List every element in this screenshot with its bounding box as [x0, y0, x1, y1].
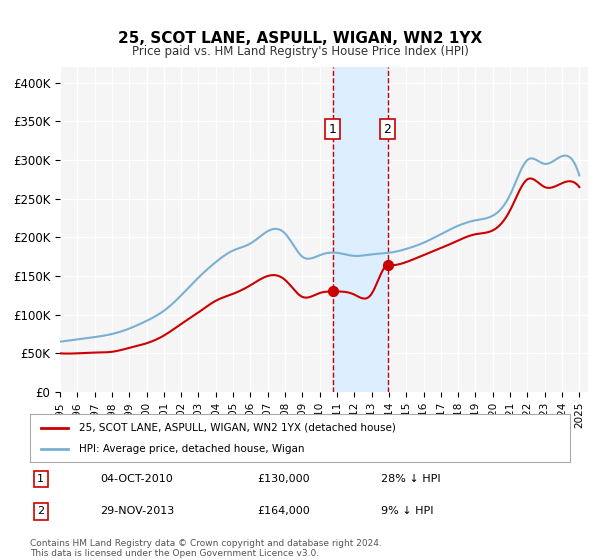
Text: £130,000: £130,000	[257, 474, 310, 484]
Text: 1: 1	[37, 474, 44, 484]
Text: 1: 1	[329, 123, 337, 136]
Text: Contains HM Land Registry data © Crown copyright and database right 2024.: Contains HM Land Registry data © Crown c…	[30, 539, 382, 548]
Text: 28% ↓ HPI: 28% ↓ HPI	[381, 474, 440, 484]
Text: 2: 2	[37, 506, 44, 516]
Text: This data is licensed under the Open Government Licence v3.0.: This data is licensed under the Open Gov…	[30, 549, 319, 558]
Bar	[332, 67, 388, 392]
Text: 29-NOV-2013: 29-NOV-2013	[100, 506, 175, 516]
Text: 2: 2	[383, 123, 391, 136]
Text: 25, SCOT LANE, ASPULL, WIGAN, WN2 1YX: 25, SCOT LANE, ASPULL, WIGAN, WN2 1YX	[118, 31, 482, 46]
Text: HPI: Average price, detached house, Wigan: HPI: Average price, detached house, Wiga…	[79, 444, 304, 454]
Text: 9% ↓ HPI: 9% ↓ HPI	[381, 506, 433, 516]
Text: £164,000: £164,000	[257, 506, 310, 516]
Text: 25, SCOT LANE, ASPULL, WIGAN, WN2 1YX (detached house): 25, SCOT LANE, ASPULL, WIGAN, WN2 1YX (d…	[79, 423, 395, 433]
Point	[328, 287, 337, 296]
Point	[383, 261, 392, 270]
Text: 04-OCT-2010: 04-OCT-2010	[100, 474, 173, 484]
Text: Price paid vs. HM Land Registry's House Price Index (HPI): Price paid vs. HM Land Registry's House …	[131, 45, 469, 58]
